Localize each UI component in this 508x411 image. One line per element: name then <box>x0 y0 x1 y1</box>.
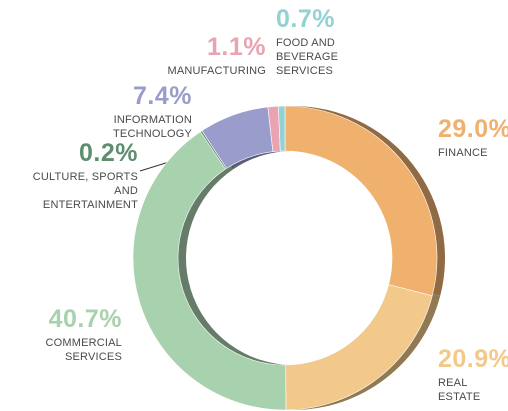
value-label: 20.9% <box>438 345 508 373</box>
slice-label: 0.7% FOOD AND BEVERAGE SERVICES <box>276 7 340 78</box>
category-label: FOOD AND BEVERAGE SERVICES <box>276 37 339 77</box>
value-label: 1.1% <box>207 33 266 61</box>
value-label: 7.4% <box>133 82 192 110</box>
slice-label: 20.9% REAL ESTATE <box>438 347 508 404</box>
slice <box>278 105 286 152</box>
category-label: REAL ESTATE <box>438 377 481 403</box>
category-label: FINANCE <box>438 147 488 159</box>
slice <box>132 131 287 411</box>
value-label: 29.0% <box>438 115 508 143</box>
slice-label: 1.1% MANUFACTURING <box>160 35 266 78</box>
category-label: COMMERCIAL SERVICES <box>45 337 122 363</box>
slice-label: 7.4% INFORMATION TECHNOLOGY <box>40 84 192 141</box>
category-label: INFORMATION TECHNOLOGY <box>112 114 192 140</box>
slice-label: 40.7% COMMERCIAL SERVICES <box>4 307 122 364</box>
slice-label: 29.0% FINANCE <box>438 117 508 160</box>
value-label: 40.7% <box>48 305 122 333</box>
slice-label: 0.2% CULTURE, SPORTS AND ENTERTAINMENT <box>20 141 138 212</box>
value-label: 0.2% <box>79 139 138 167</box>
category-label: CULTURE, SPORTS AND ENTERTAINMENT <box>32 171 138 211</box>
value-label: 0.7% <box>276 5 335 33</box>
category-label: MANUFACTURING <box>167 65 266 77</box>
slice <box>284 105 438 297</box>
